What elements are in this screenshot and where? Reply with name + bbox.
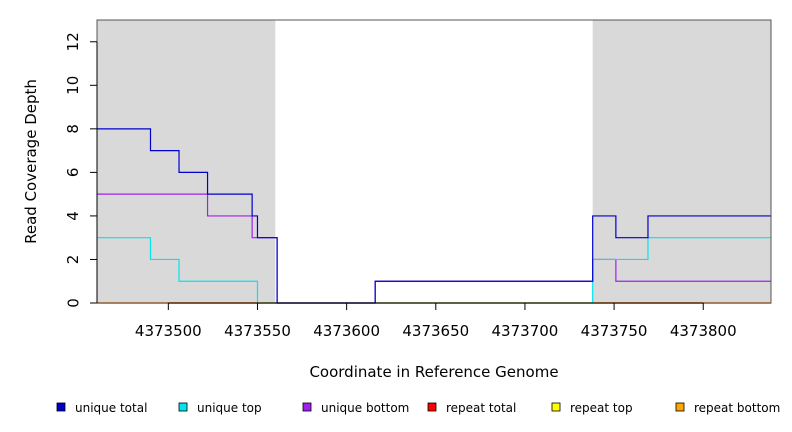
legend-swatch: [178, 402, 188, 412]
x-tick-label: 4373500: [135, 322, 202, 340]
x-tick-label: 4373750: [581, 322, 648, 340]
y-tick-label: 4: [64, 211, 82, 221]
legend-label: unique top: [197, 401, 262, 415]
x-tick-label: 4373550: [224, 322, 291, 340]
y-tick-label: 6: [64, 168, 82, 178]
y-tick-label: 2: [64, 255, 82, 265]
legend-label: repeat top: [570, 401, 633, 415]
legend-swatch: [551, 402, 561, 412]
y-tick-label: 0: [64, 298, 82, 308]
series-line-unique-total: [97, 128, 771, 304]
y-tick-label: 8: [64, 124, 82, 134]
legend: unique total unique top unique bottom repea…: [56, 401, 780, 415]
legend-label: unique bottom: [321, 401, 409, 415]
legend-label: repeat bottom: [694, 401, 780, 415]
legend-swatch: [427, 402, 437, 412]
shaded-region-1: [592, 20, 771, 303]
y-tick-label: 12: [64, 32, 82, 51]
y-axis-label: Read Coverage Depth: [22, 79, 40, 244]
x-tick-label: 4373800: [670, 322, 737, 340]
shaded-regions: [97, 20, 771, 303]
series-line-unique-top: [97, 237, 771, 304]
y-tick-label: 10: [64, 76, 82, 95]
legend-label: unique total: [75, 401, 147, 415]
legend-swatch: [302, 402, 312, 412]
x-tick-label: 4373600: [313, 322, 380, 340]
shaded-region-0: [97, 20, 276, 303]
y-axis: 0 2 4 6 8 10 12: [64, 32, 98, 308]
x-axis-label: Coordinate in Reference Genome: [309, 363, 558, 381]
x-tick-label: 4373650: [402, 322, 469, 340]
x-axis: 4373500 4373550 4373600 4373650 4373700 43737…: [135, 302, 737, 340]
legend-swatch: [56, 402, 66, 412]
legend-label: repeat total: [446, 401, 516, 415]
legend-swatch: [675, 402, 685, 412]
x-tick-label: 4373700: [492, 322, 559, 340]
